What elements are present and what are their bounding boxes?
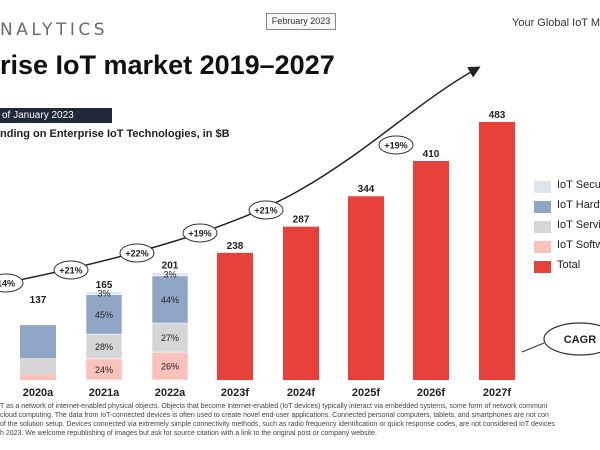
legend-swatch — [534, 261, 551, 273]
chart-subtitle: nding on Enterprise IoT Technologies, in… — [0, 128, 230, 140]
cagr-label: CAGR — [564, 334, 596, 346]
footnote-line: cloud computing. The data from IoT-conne… — [0, 412, 549, 419]
growth-label: +19% — [384, 141, 407, 151]
company-logo: NALYTICS — [0, 20, 109, 40]
bar-segment — [85, 291, 123, 295]
bar-segment — [20, 374, 56, 380]
bar — [479, 122, 515, 380]
x-tick-label: 2026f — [417, 387, 445, 399]
growth-label: +19% — [188, 229, 211, 239]
chart-title: rise IoT market 2019–2027 — [0, 50, 335, 80]
total-value-label: 238 — [227, 241, 244, 252]
bar-segment — [20, 325, 56, 359]
segment-share-label: 28% — [95, 342, 113, 352]
bar-segment — [151, 272, 189, 277]
bar-segment — [151, 322, 189, 353]
chart-area: 1372020a24%28%45%3%1652021a26%27%44%3%20… — [0, 66, 600, 399]
growth-ellipse — [182, 223, 218, 243]
legend-swatch — [534, 181, 551, 193]
segment-share-label: 3% — [97, 289, 110, 299]
legend-swatch — [534, 201, 551, 213]
x-tick-label: 2021a — [89, 387, 120, 399]
segment-share-label: 24% — [95, 365, 113, 375]
growth-label: +22% — [125, 249, 148, 259]
bar — [217, 252, 253, 380]
growth-ellipse — [378, 135, 414, 155]
x-tick-label: 2020a — [23, 387, 54, 399]
x-tick-label: 2023f — [221, 387, 249, 399]
footnote-line: T as a network of internet-enabled physi… — [0, 403, 548, 410]
x-tick-label: 2024f — [287, 387, 315, 399]
growth-ellipse — [0, 273, 24, 293]
total-value-label: 344 — [358, 184, 375, 195]
total-value-label: 410 — [423, 149, 440, 160]
bar — [413, 160, 449, 380]
growth-ellipse — [119, 243, 155, 263]
legend-label: Total — [557, 259, 581, 271]
x-tick-label: 2027f — [483, 387, 511, 399]
total-value-label: 483 — [489, 110, 506, 121]
trend-arrow — [0, 66, 481, 285]
growth-label: 14% — [0, 279, 15, 289]
footnote-line: of the solution setup. Devices connected… — [0, 421, 555, 428]
legend-label: IoT Hardw — [557, 199, 600, 211]
segment-share-label: 44% — [161, 295, 179, 305]
segment-share-label: 27% — [161, 333, 179, 343]
legend-label: IoT Servic — [557, 219, 600, 231]
growth-label: +21% — [254, 206, 277, 216]
legend-swatch — [534, 241, 551, 253]
cagr-callout — [543, 322, 600, 356]
growth-label: +21% — [59, 266, 82, 276]
growth-ellipse — [53, 260, 89, 280]
bar-segment — [151, 351, 189, 381]
segment-share-label: 3% — [163, 270, 176, 280]
total-value-label: 201 — [162, 261, 179, 272]
date-badge: February 2023 — [266, 13, 336, 30]
total-value-label: 287 — [293, 215, 310, 226]
total-value-label: 165 — [96, 280, 113, 291]
bar — [283, 226, 319, 380]
legend-label: IoT Securi — [557, 179, 600, 191]
x-tick-label: 2025f — [352, 387, 380, 399]
total-value-label: 137 — [30, 295, 47, 306]
legend-label: IoT Softwa — [557, 239, 600, 251]
footnote: T as a network of internet-enabled physi… — [0, 402, 600, 438]
bar-segment — [151, 275, 189, 324]
growth-ellipse — [248, 200, 284, 220]
cagr-pointer — [521, 342, 545, 353]
segment-share-label: 45% — [95, 310, 113, 320]
bar-segment — [20, 358, 56, 375]
segment-share-label: 26% — [161, 362, 179, 372]
as-of-banner: of January 2023 — [0, 108, 112, 123]
bar — [348, 196, 384, 380]
x-tick-label: 2022a — [155, 387, 186, 399]
footnote-line: h 2023. We welcome republishing of image… — [0, 430, 377, 437]
legend-swatch — [534, 221, 551, 233]
tagline: Your Global IoT Ma — [512, 17, 600, 29]
